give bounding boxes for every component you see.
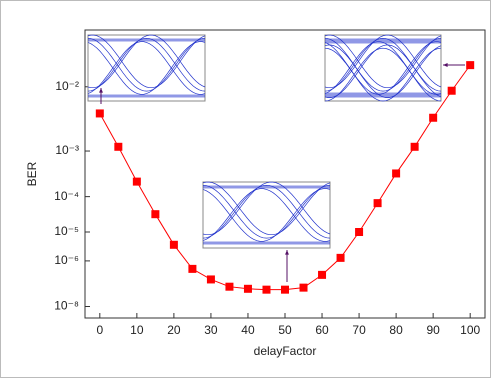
data-point bbox=[262, 286, 270, 294]
x-tick-label: 20 bbox=[167, 323, 181, 337]
data-point bbox=[448, 87, 456, 95]
data-point bbox=[429, 114, 437, 122]
x-axis-label: delayFactor bbox=[254, 344, 317, 358]
data-point bbox=[392, 169, 400, 177]
y-tick-label: 10⁻³ bbox=[55, 143, 79, 157]
data-point bbox=[374, 199, 382, 207]
x-tick-label: 10 bbox=[130, 323, 144, 337]
data-point bbox=[300, 284, 308, 292]
data-point bbox=[96, 109, 104, 117]
x-tick-label: 80 bbox=[389, 323, 403, 337]
x-tick-label: 60 bbox=[315, 323, 329, 337]
x-tick-label: 40 bbox=[241, 323, 255, 337]
x-tick-label: 70 bbox=[352, 323, 366, 337]
data-point bbox=[188, 265, 196, 273]
data-point bbox=[170, 241, 178, 249]
data-point bbox=[244, 285, 252, 293]
data-point bbox=[133, 178, 141, 186]
data-point bbox=[318, 271, 326, 279]
chart: delayFactor BER 0 10 20 30 40 50 60 70 80 90 100 10… bbox=[0, 0, 491, 378]
y-tick-label: 10⁻⁴ bbox=[54, 189, 79, 203]
y-tick-label: 10⁻⁸ bbox=[54, 299, 79, 313]
data-point bbox=[225, 283, 233, 291]
data-point bbox=[151, 210, 159, 218]
y-tick-label: 10⁻⁶ bbox=[54, 253, 79, 267]
x-tick-label: 30 bbox=[204, 323, 218, 337]
x-tick-label: 100 bbox=[460, 323, 480, 337]
y-tick-label: 10⁻⁵ bbox=[54, 224, 79, 238]
data-point bbox=[337, 254, 345, 262]
data-point bbox=[207, 275, 215, 283]
x-tick-label: 90 bbox=[426, 323, 440, 337]
data-point bbox=[466, 61, 474, 69]
data-point bbox=[411, 143, 419, 151]
data-point bbox=[114, 143, 122, 151]
data-point bbox=[281, 286, 289, 294]
x-tick-label: 50 bbox=[278, 323, 292, 337]
y-axis-label: BER bbox=[25, 161, 39, 186]
x-tick-label: 0 bbox=[96, 323, 103, 337]
data-point bbox=[355, 228, 363, 236]
y-tick-label: 10⁻² bbox=[55, 79, 79, 93]
